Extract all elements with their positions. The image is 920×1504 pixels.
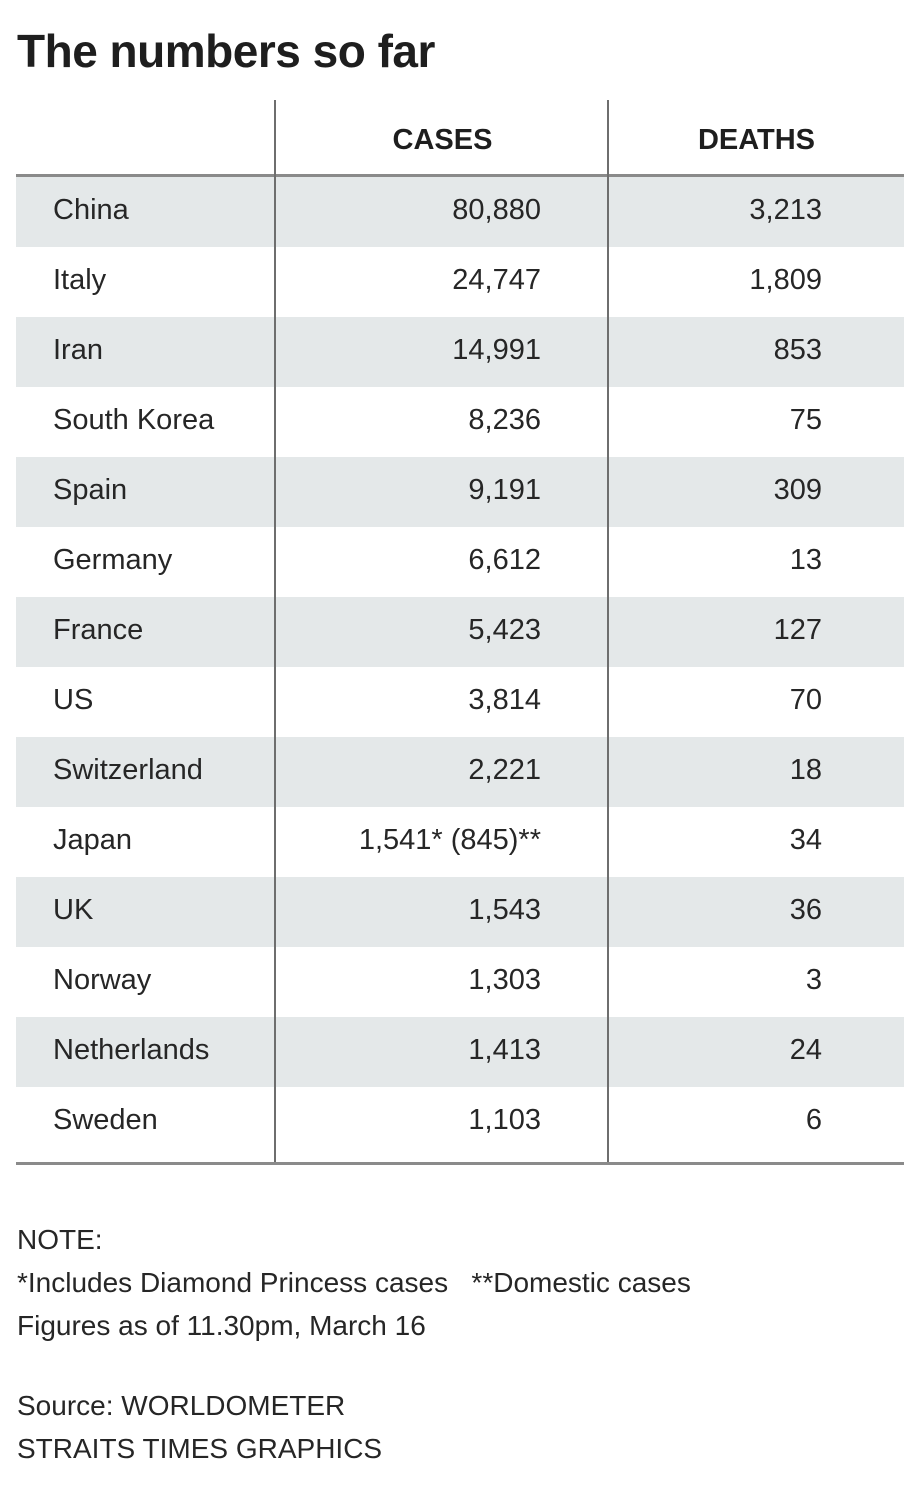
deaths-cell: 853 <box>773 334 822 366</box>
table-body: China 80,880 3,213 Italy 24,747 1,809 Iran 14,9… <box>16 177 904 1157</box>
country-cell: Germany <box>53 544 173 576</box>
cases-cell: 80,880 <box>452 194 541 226</box>
cases-cell: 1,541* (845)** <box>358 824 541 856</box>
table-row: Germany 6,612 13 <box>16 527 904 597</box>
table-row: Iran 14,991 853 <box>16 317 904 387</box>
country-cell: Switzerland <box>53 754 203 786</box>
cases-cell: 1,543 <box>468 894 541 926</box>
table-row: UK 1,543 36 <box>16 877 904 947</box>
page-title: The numbers so far <box>17 25 435 77</box>
table-row: France 5,423 127 <box>16 597 904 667</box>
deaths-cell: 6 <box>805 1104 822 1136</box>
country-cell: China <box>53 194 129 226</box>
cases-cell: 24,747 <box>452 264 541 296</box>
note-footnotes: *Includes Diamond Princess cases **Domes… <box>17 1267 691 1298</box>
cases-cell: 3,814 <box>468 684 541 716</box>
table-row: Japan 1,541* (845)** 34 <box>16 807 904 877</box>
column-divider-2 <box>607 100 609 1164</box>
notes-block: NOTE: *Includes Diamond Princess cases *… <box>17 1218 691 1347</box>
country-cell: France <box>53 614 144 646</box>
deaths-cell: 309 <box>773 474 822 506</box>
bottom-divider <box>16 1162 904 1165</box>
data-table: CASES DEATHS China 80,880 3,213 Italy 24,747… <box>16 100 904 1166</box>
country-cell: South Korea <box>53 404 215 436</box>
deaths-cell: 127 <box>773 614 822 646</box>
deaths-cell: 70 <box>789 684 822 716</box>
deaths-cell: 1,809 <box>749 264 822 296</box>
column-header-cases: CASES <box>392 124 493 156</box>
note-label: NOTE: <box>17 1224 103 1255</box>
country-cell: Italy <box>53 264 107 296</box>
cases-cell: 8,236 <box>468 404 541 436</box>
deaths-cell: 34 <box>789 824 822 856</box>
cases-cell: 1,103 <box>468 1104 541 1136</box>
deaths-cell: 18 <box>789 754 822 786</box>
cases-cell: 1,303 <box>468 964 541 996</box>
country-cell: Norway <box>53 964 152 996</box>
country-cell: UK <box>53 894 94 926</box>
country-cell: Sweden <box>53 1104 158 1136</box>
country-cell: Japan <box>53 824 133 856</box>
deaths-cell: 3 <box>805 964 822 996</box>
table-row: Sweden 1,103 6 <box>16 1087 904 1157</box>
column-divider-1 <box>274 100 276 1164</box>
cases-cell: 14,991 <box>452 334 541 366</box>
column-header-deaths: DEATHS <box>697 124 816 156</box>
note-as-of: Figures as of 11.30pm, March 16 <box>17 1310 426 1341</box>
country-cell: Spain <box>53 474 128 506</box>
table-row: Spain 9,191 309 <box>16 457 904 527</box>
table-row: Italy 24,747 1,809 <box>16 247 904 317</box>
deaths-cell: 24 <box>789 1034 822 1066</box>
deaths-cell: 13 <box>789 544 822 576</box>
country-cell: Iran <box>53 334 103 366</box>
cases-cell: 5,423 <box>468 614 541 646</box>
deaths-cell: 75 <box>789 404 822 436</box>
source-credit: Source: WORLDOMETER <box>17 1390 346 1421</box>
cases-cell: 1,413 <box>468 1034 541 1066</box>
table-row: South Korea 8,236 75 <box>16 387 904 457</box>
deaths-cell: 3,213 <box>749 194 822 226</box>
table-row: Netherlands 1,413 24 <box>16 1017 904 1087</box>
country-cell: US <box>53 684 94 716</box>
cases-cell: 2,221 <box>468 754 541 786</box>
deaths-cell: 36 <box>789 894 822 926</box>
graphics-credit: STRAITS TIMES GRAPHICS <box>17 1433 383 1464</box>
country-cell: Netherlands <box>53 1034 210 1066</box>
table-row: Switzerland 2,221 18 <box>16 737 904 807</box>
table-row: China 80,880 3,213 <box>16 177 904 247</box>
cases-cell: 6,612 <box>468 544 541 576</box>
header-divider <box>16 174 904 177</box>
credits-block: Source: WORLDOMETER STRAITS TIMES GRAPHI… <box>17 1384 382 1470</box>
cases-cell: 9,191 <box>468 474 541 506</box>
table-row: US 3,814 70 <box>16 667 904 737</box>
table-row: Norway 1,303 3 <box>16 947 904 1017</box>
